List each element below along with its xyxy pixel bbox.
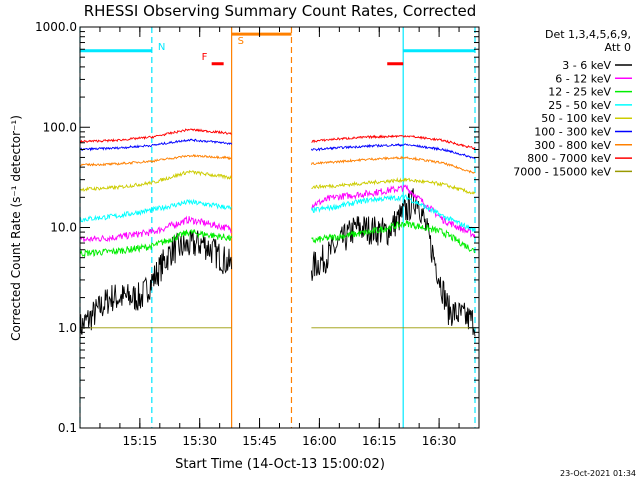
x-tick-label: 16:00 [302,434,337,448]
legend-label: 7000 - 15000 keV [513,165,611,178]
y-axis-label: Corrected Count Rate (s⁻¹ detector⁻¹) [9,115,23,341]
legend-header-detectors: Det 1,3,4,5,6,9, [545,28,631,41]
legend-label: 50 - 100 keV [541,112,611,125]
y-tick-label: 1000.0 [35,20,77,34]
x-tick-label: 15:45 [242,434,277,448]
legend-label: 3 - 6 keV [562,59,611,72]
y-tick-label: 0.1 [58,421,77,435]
y-tick-label: 100.0 [43,120,77,134]
series-line-1 [79,184,476,243]
legend-label: 100 - 300 keV [534,126,611,139]
annotation-s: S [238,36,244,47]
series-line-5 [79,138,476,160]
y-tick-label: 10.0 [50,221,77,235]
series-line-3 [79,194,476,232]
legend-label: 25 - 50 keV [548,99,611,112]
axes: 0.1 1.0 10.0 100.0 1000.0 15:15 15:30 15:45 16:0… [35,20,480,448]
x-axis-label: Start Time (14-Oct-13 15:00:02) [175,457,385,472]
footer-timestamp: 23-Oct-2021 01:34 [560,469,636,478]
annotation-f: F [202,52,208,63]
x-tick-label: 16:15 [362,434,397,448]
legend-label: 800 - 7000 keV [527,152,611,165]
series-line-4 [79,169,476,195]
series-line-6 [79,154,476,174]
x-tick-label: 15:30 [182,434,217,448]
y-tick-label: 1.0 [58,321,77,335]
series-line-2 [79,220,476,258]
plot-frame [79,26,480,429]
x-tick-label: 16:30 [422,434,457,448]
plot-area: N F S [79,27,476,428]
legend-label: 12 - 25 keV [548,86,611,99]
legend-label: 300 - 800 keV [534,139,611,152]
x-tick-label: 15:15 [123,434,158,448]
chart-title: RHESSI Observing Summary Count Rates, Co… [84,2,477,20]
series-line-7 [79,128,476,150]
annotation-n: N [158,42,165,53]
legend-label: 6 - 12 keV [555,72,611,85]
legend-header-attenuator: Att 0 [605,41,631,54]
